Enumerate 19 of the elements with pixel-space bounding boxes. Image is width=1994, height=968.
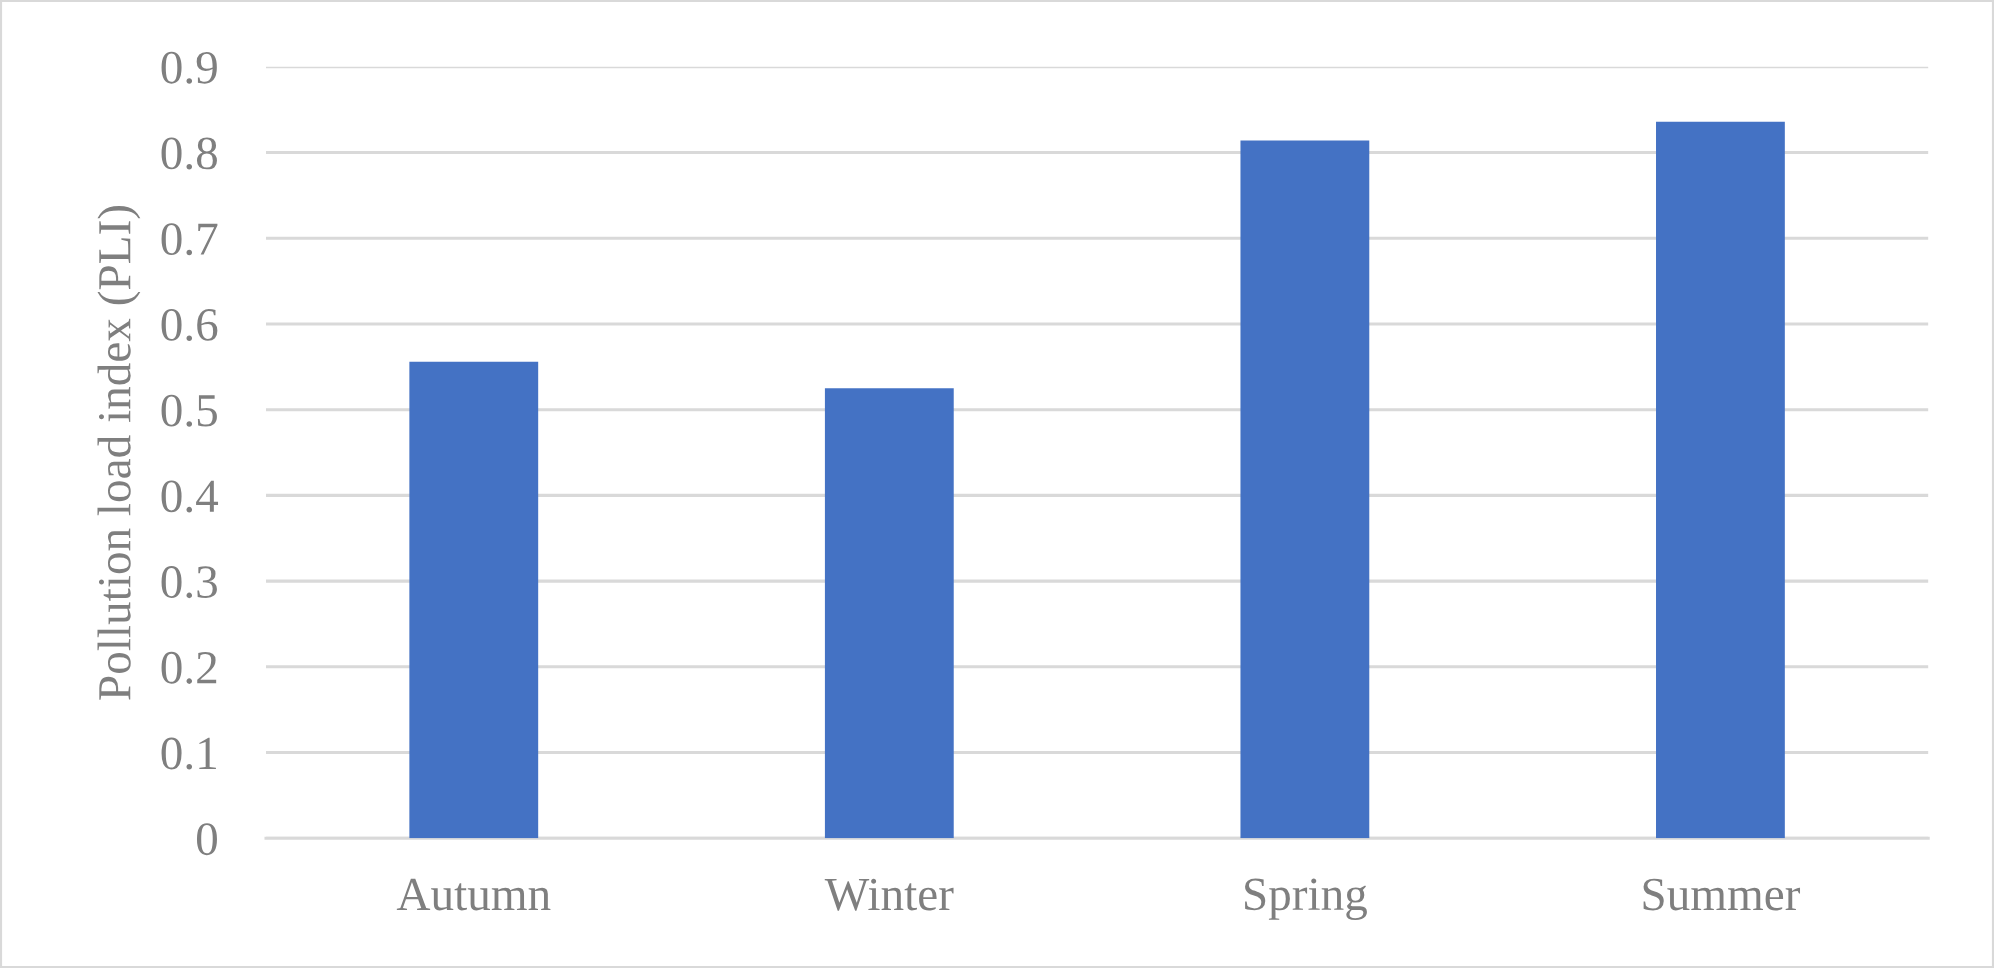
y-axis-title: Pollution load index (PLI) (97, 206, 141, 700)
y-tick-label: 0 (196, 823, 217, 856)
y-tick-label: 0.1 (161, 737, 216, 770)
y-tick-label: 0.5 (161, 394, 217, 427)
y-tick-label: 0.7 (161, 223, 218, 256)
y-tick-label: 0.4 (161, 480, 219, 513)
x-tick-label: Autumn (396, 878, 551, 911)
x-tick-label: Summer (1643, 878, 1801, 911)
bar (824, 388, 954, 839)
bar (409, 361, 539, 839)
y-tick-label: 0.6 (161, 308, 218, 342)
y-tick-label: 0.8 (161, 137, 217, 170)
bar (1240, 140, 1370, 839)
y-tick-label: 0.9 (161, 51, 217, 84)
x-tick-label: Spring (1245, 878, 1367, 920)
y-tick-label: 0.2 (161, 651, 217, 684)
x-tick-label: Winter (824, 878, 954, 911)
y-tick-label: 0.3 (161, 566, 217, 599)
bar (1656, 121, 1785, 839)
